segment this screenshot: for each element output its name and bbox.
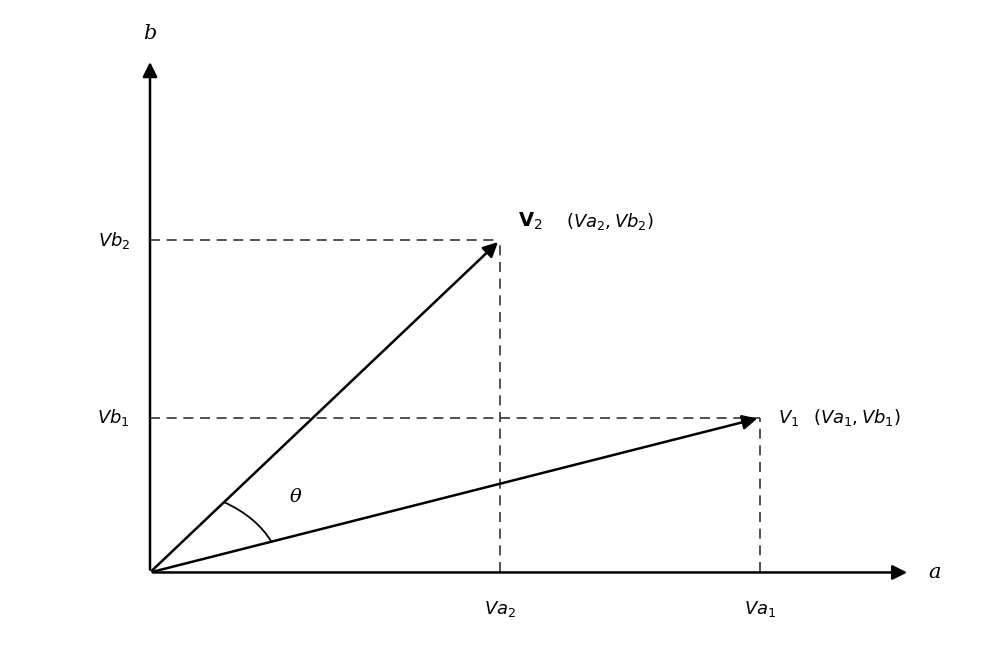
Text: $V_1$: $V_1$ — [778, 408, 799, 428]
Text: b: b — [143, 24, 157, 43]
Text: $Vb_2$: $Vb_2$ — [98, 230, 130, 251]
Text: $(Va_2,Vb_2)$: $(Va_2,Vb_2)$ — [566, 211, 654, 232]
Text: $\mathbf{V}_2$: $\mathbf{V}_2$ — [518, 211, 543, 232]
Text: a: a — [928, 563, 940, 582]
Text: $(Va_1,Vb_1)$: $(Va_1,Vb_1)$ — [813, 407, 901, 428]
Text: $Va_2$: $Va_2$ — [484, 599, 516, 619]
Text: θ: θ — [290, 488, 301, 506]
Text: $Vb_1$: $Vb_1$ — [97, 407, 130, 428]
Text: $Va_1$: $Va_1$ — [744, 599, 776, 619]
